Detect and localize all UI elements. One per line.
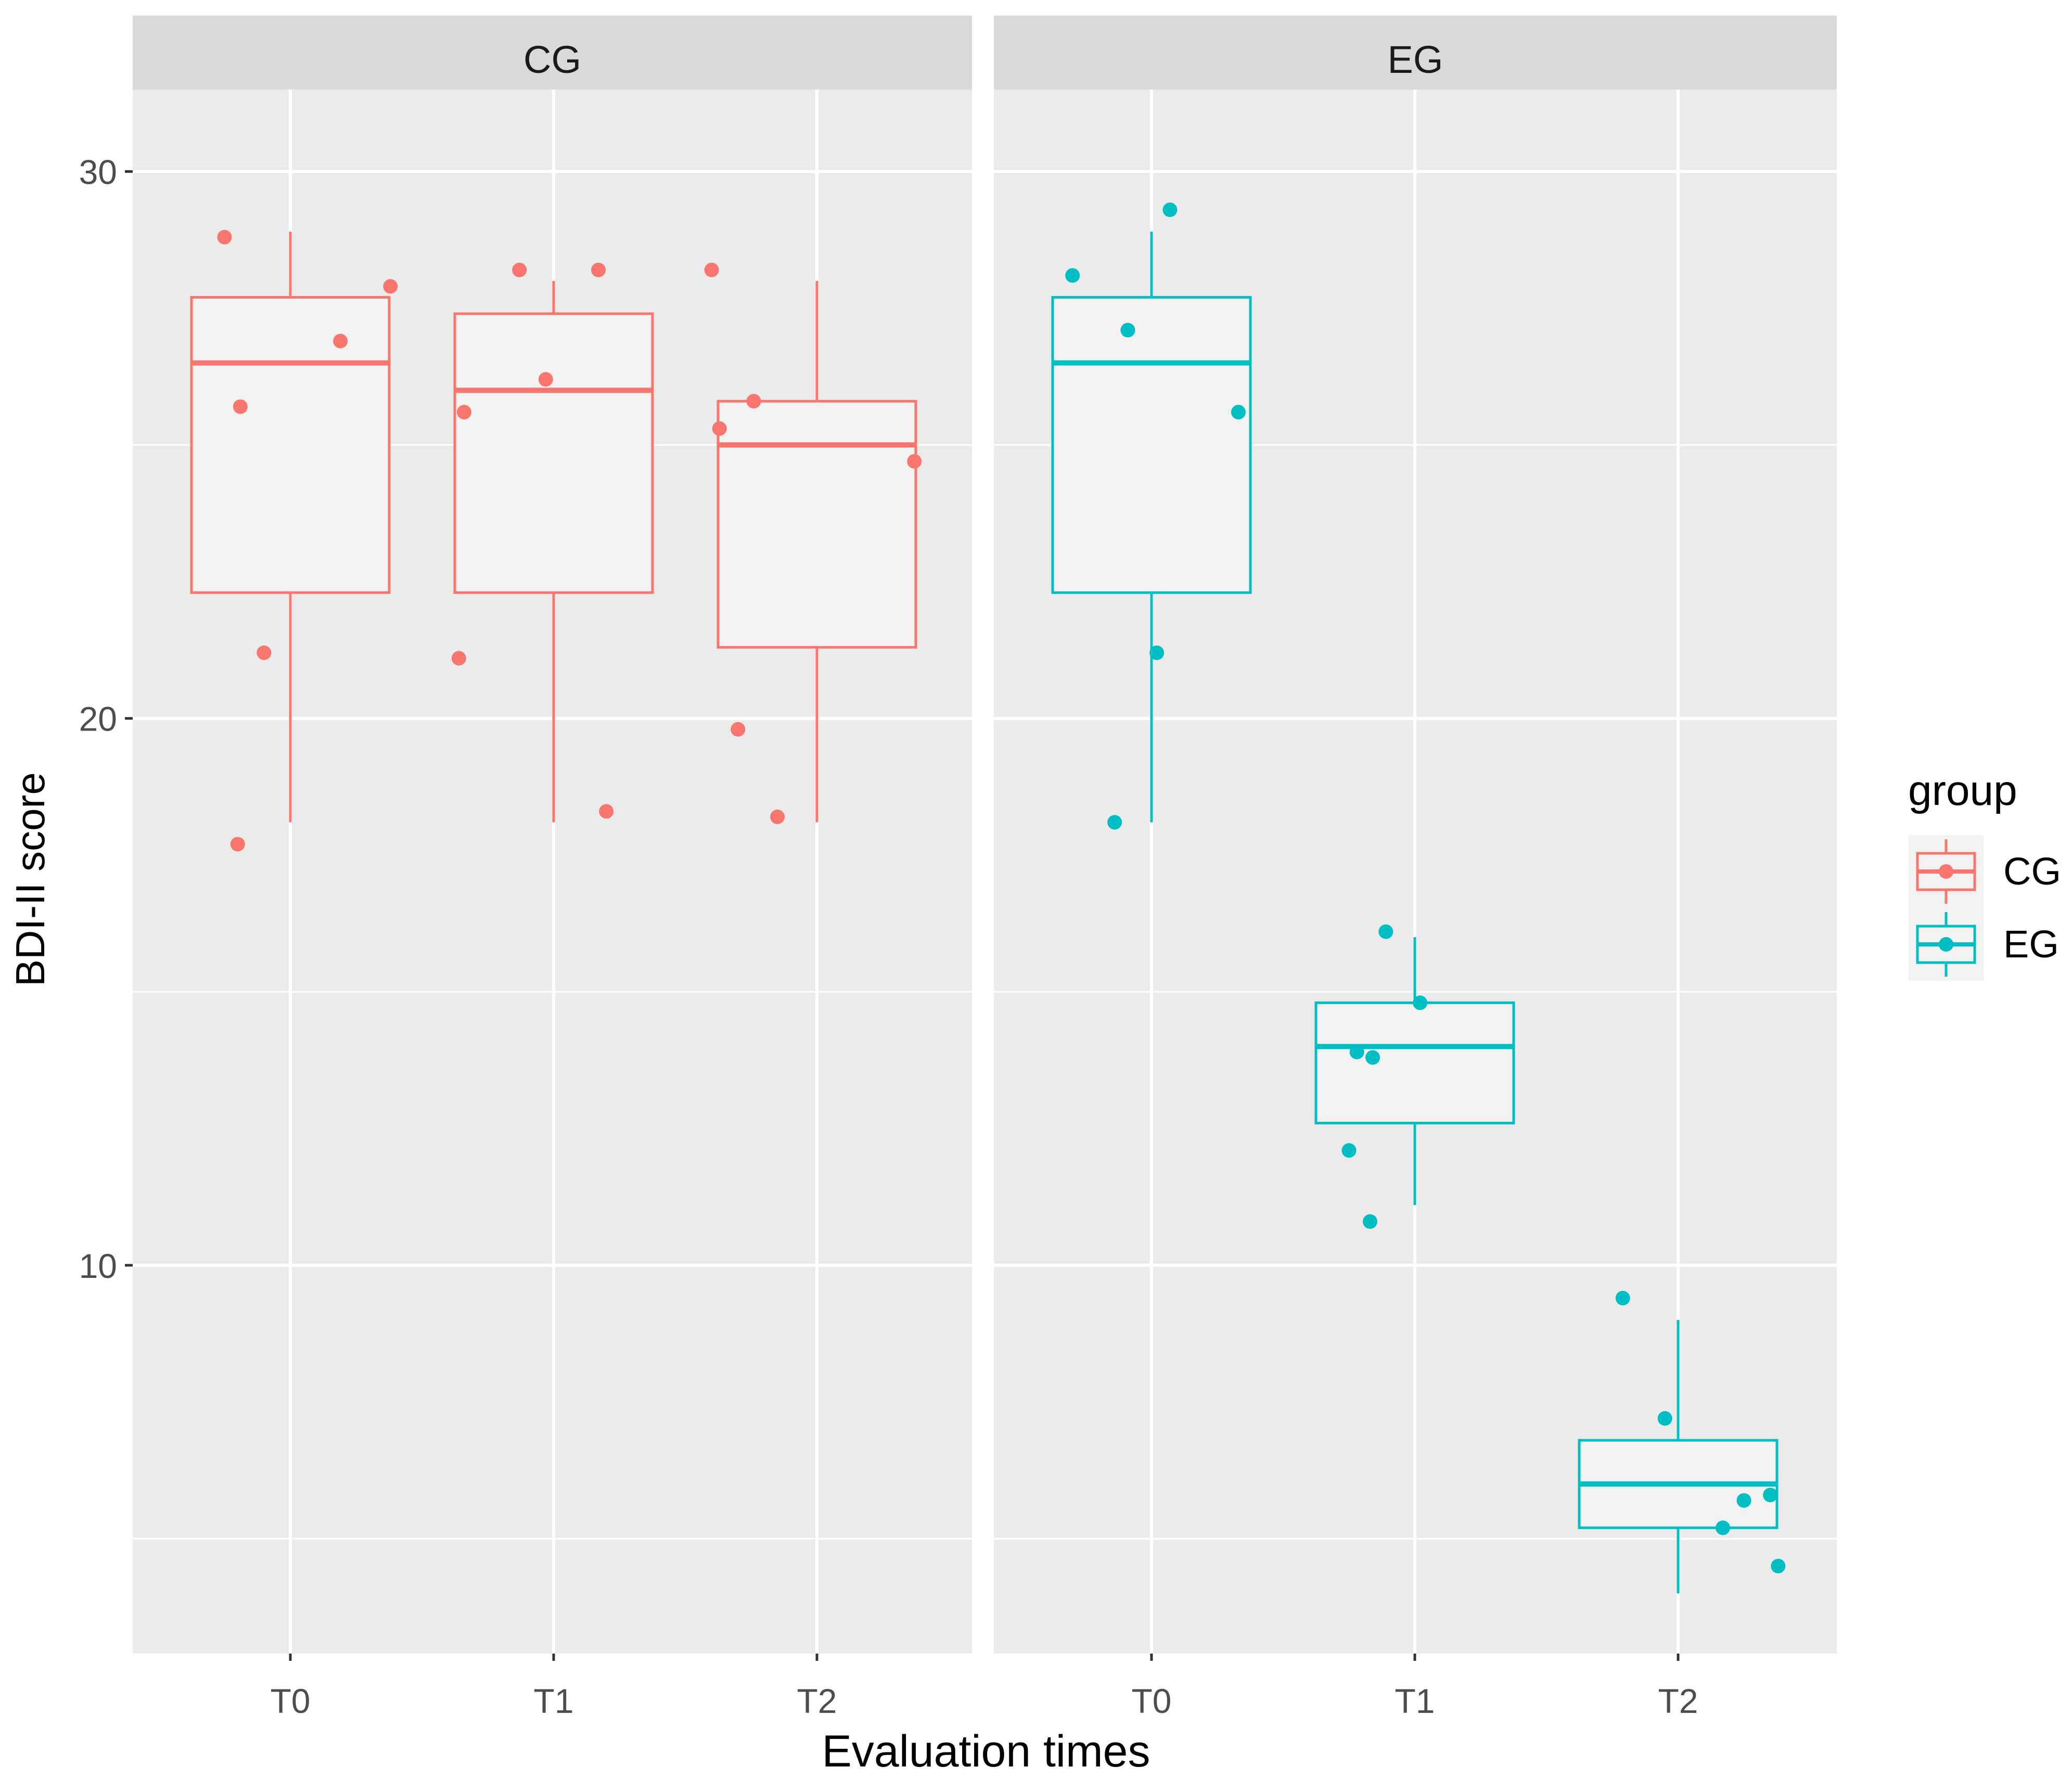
data-point-eg [1736,1493,1751,1508]
facet-strip-cg [133,16,972,89]
data-point-cg [217,229,232,245]
data-point-cg [591,262,606,277]
data-point-eg [1365,1050,1380,1065]
data-point-eg [1657,1411,1672,1426]
x-tick-label: T0 [1131,1682,1171,1720]
data-point-cg [746,394,761,409]
data-point-eg [1771,1558,1786,1573]
legend-key-point-eg [1939,937,1953,952]
data-point-eg [1716,1520,1731,1535]
data-point-cg [451,651,466,666]
data-point-cg [538,372,553,387]
facet-strip-eg [994,16,1837,89]
box-cg-t2 [717,400,917,649]
data-point-eg [1149,645,1165,660]
data-point-eg [1378,924,1393,939]
data-point-eg [1231,405,1246,420]
data-point-cg [599,804,614,819]
facet-strip-label-cg: CG [523,38,581,81]
data-point-eg [1349,1044,1364,1059]
data-point-cg [233,399,248,414]
data-point-cg [907,454,922,469]
y-tick-label: 10 [79,1247,117,1285]
data-point-eg [1107,815,1122,830]
data-point-cg [770,809,785,824]
legend: group CG EG [1908,767,2061,981]
x-axis-label: Evaluation times [822,1726,1150,1776]
legend-label-eg: EG [2003,923,2059,966]
data-point-cg [333,334,348,349]
data-point-eg [1065,268,1080,283]
y-tick-label: 20 [79,700,117,738]
legend-key-point-cg [1939,864,1953,879]
x-tick-label: T1 [533,1682,573,1720]
x-tick-label: T2 [797,1682,837,1720]
y-axis-label: BDI-II score [7,772,53,987]
data-point-cg [704,262,719,277]
data-point-cg [257,645,272,660]
data-point-cg [712,421,727,436]
plot-area: CG T0 T1 T2 EG T0 T1 T2 10 20 30 [79,16,1837,1720]
data-point-eg [1763,1488,1778,1503]
data-point-eg [1413,995,1428,1010]
data-point-cg [456,405,471,420]
x-tick-label: T2 [1658,1682,1698,1720]
x-tick-label: T0 [270,1682,310,1720]
box-eg-t1 [1314,1001,1515,1124]
data-point-eg [1341,1143,1357,1158]
facet-strip-label-eg: EG [1388,38,1443,81]
data-point-cg [512,262,527,277]
data-point-cg [230,837,245,852]
data-point-eg [1362,1214,1377,1229]
x-tick-label: T1 [1395,1682,1435,1720]
data-point-eg [1162,202,1178,217]
data-point-cg [383,279,398,294]
box-cg-t1 [453,312,654,594]
y-tick-label: 30 [79,153,117,191]
box-eg-t0 [1051,296,1252,594]
data-point-eg [1615,1290,1630,1305]
data-point-eg [1120,323,1135,338]
box-cg-t0 [190,296,391,594]
legend-label-cg: CG [2003,850,2061,893]
legend-title: group [1908,767,2017,814]
data-point-cg [731,722,746,737]
